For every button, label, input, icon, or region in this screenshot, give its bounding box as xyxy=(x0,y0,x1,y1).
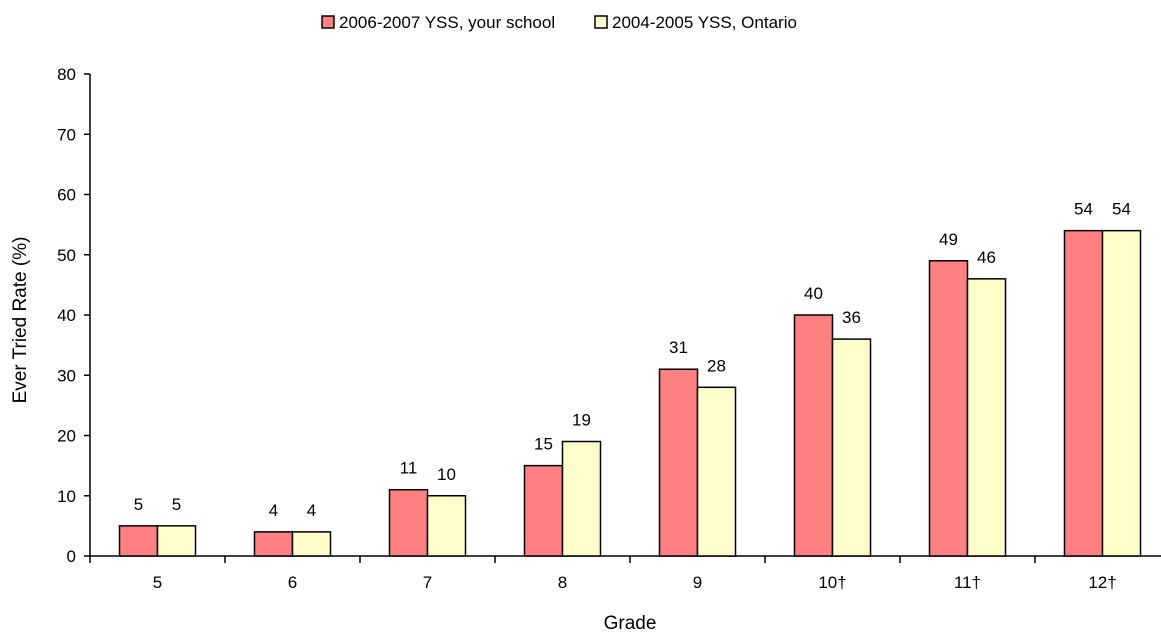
y-tick-label: 20 xyxy=(57,427,76,446)
x-tick-label: 5 xyxy=(153,573,162,592)
data-label: 5 xyxy=(172,495,181,514)
y-tick-label: 40 xyxy=(57,306,76,325)
bar-series-1 xyxy=(928,260,969,557)
x-axis: 5 6 7 8 9 10† 11† 12† xyxy=(89,555,1161,592)
legend-swatch-1 xyxy=(321,15,335,29)
data-label: 5 xyxy=(134,495,143,514)
data-label: 46 xyxy=(977,248,996,267)
x-tick-label: 12† xyxy=(1088,573,1116,592)
x-axis-title: Grade xyxy=(604,613,657,633)
y-tick-label: 70 xyxy=(57,125,76,144)
x-tick-label: 9 xyxy=(693,573,702,592)
data-label: 31 xyxy=(669,338,688,357)
data-label: 4 xyxy=(269,501,278,520)
bar-series-1 xyxy=(1063,229,1104,557)
bar-series-1 xyxy=(388,488,429,557)
y-tick-label: 30 xyxy=(57,366,76,385)
data-label: 10 xyxy=(437,465,456,484)
data-label: 54 xyxy=(1074,200,1093,219)
bar-series-1 xyxy=(118,525,159,557)
y-tick-label: 10 xyxy=(57,487,76,506)
data-label: 36 xyxy=(842,308,861,327)
legend-label-1: 2006-2007 YSS, your school xyxy=(339,13,555,32)
data-label: 19 xyxy=(572,411,591,430)
y-tick-label: 60 xyxy=(57,186,76,205)
x-tick-label: 11† xyxy=(954,573,981,592)
bar-series-1 xyxy=(253,531,294,557)
y-tick-label: 0 xyxy=(67,547,76,566)
x-tick-label: 8 xyxy=(558,573,567,592)
data-label: 49 xyxy=(939,230,958,249)
bar-series-1 xyxy=(658,368,699,557)
x-tick-label: 6 xyxy=(288,573,297,592)
data-label: 15 xyxy=(534,435,553,454)
y-axis: 0 10 20 30 40 50 60 70 80 xyxy=(57,65,91,566)
y-axis-title: Ever Tried Rate (%) xyxy=(10,237,31,404)
legend-label-2: 2004-2005 YSS, Ontario xyxy=(612,13,797,32)
bar-series-2 xyxy=(696,386,737,557)
x-tick-label: 10† xyxy=(818,573,846,592)
bar-series-2 xyxy=(831,338,872,557)
data-label: 11 xyxy=(400,459,418,478)
data-label: 28 xyxy=(707,356,726,375)
data-label: 4 xyxy=(307,501,316,520)
bar-series-2 xyxy=(561,440,602,557)
data-label: 54 xyxy=(1112,200,1131,219)
bar-series-1 xyxy=(793,314,834,557)
bars xyxy=(118,229,1142,557)
bar-series-2 xyxy=(966,278,1007,557)
bar-series-2 xyxy=(291,531,332,557)
bar-series-2 xyxy=(426,495,467,557)
legend: 2006-2007 YSS, your school 2004-2005 YSS,… xyxy=(321,13,797,32)
x-tick-label: 7 xyxy=(423,573,432,592)
bar-series-2 xyxy=(1101,229,1142,557)
data-label: 40 xyxy=(804,284,823,303)
bar-series-2 xyxy=(156,525,197,557)
legend-swatch-2 xyxy=(594,15,608,29)
bar-series-1 xyxy=(523,464,564,557)
y-tick-label: 50 xyxy=(57,246,76,265)
y-tick-label: 80 xyxy=(57,65,76,84)
